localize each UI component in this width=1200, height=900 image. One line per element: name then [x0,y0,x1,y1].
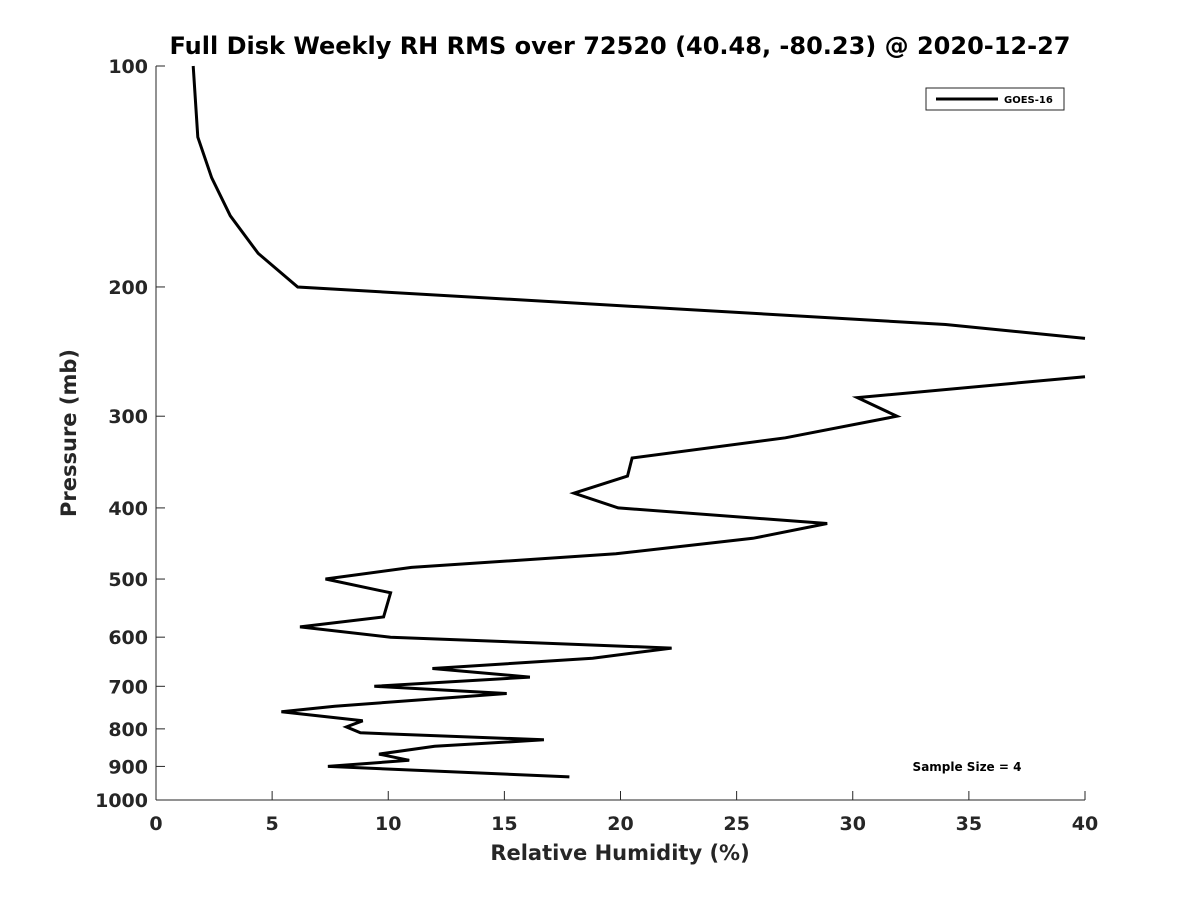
x-tick-label: 20 [607,813,633,835]
y-tick-label: 1000 [95,790,148,812]
y-tick-label: 500 [108,569,148,591]
x-tick-label: 35 [956,813,982,835]
x-tick-label: 10 [375,813,401,835]
x-axis-label: Relative Humidity (%) [490,841,749,865]
series-line-0 [191,65,1086,779]
x-tick-label: 0 [149,813,162,835]
y-tick-label: 900 [108,756,148,778]
series-group [191,65,1086,779]
x-tick-label: 15 [491,813,517,835]
x-tick-label: 5 [266,813,279,835]
sample-size-annotation: Sample Size = 4 [913,760,1022,774]
y-tick-label: 100 [108,56,148,78]
axes-group: 0 5 10 15 20 25 30 35 40 100 200 300 400 500 600 700 800… [95,56,1098,835]
x-tick-label: 40 [1072,813,1098,835]
y-tick-label: 800 [108,719,148,741]
y-tick-label: 300 [108,406,148,428]
x-tick-label: 30 [840,813,866,835]
x-tick-label: 25 [723,813,749,835]
y-tick-label: 200 [108,277,148,299]
y-tick-label: 400 [108,498,148,520]
y-tick-label: 700 [108,676,148,698]
y-tick-label: 600 [108,627,148,649]
legend: GOES-16 [925,87,1065,111]
y-axis-label: Pressure (mb) [57,349,81,517]
chart-title: Full Disk Weekly RH RMS over 72520 (40.4… [169,32,1070,60]
legend-entry: GOES-16 [1004,95,1053,106]
